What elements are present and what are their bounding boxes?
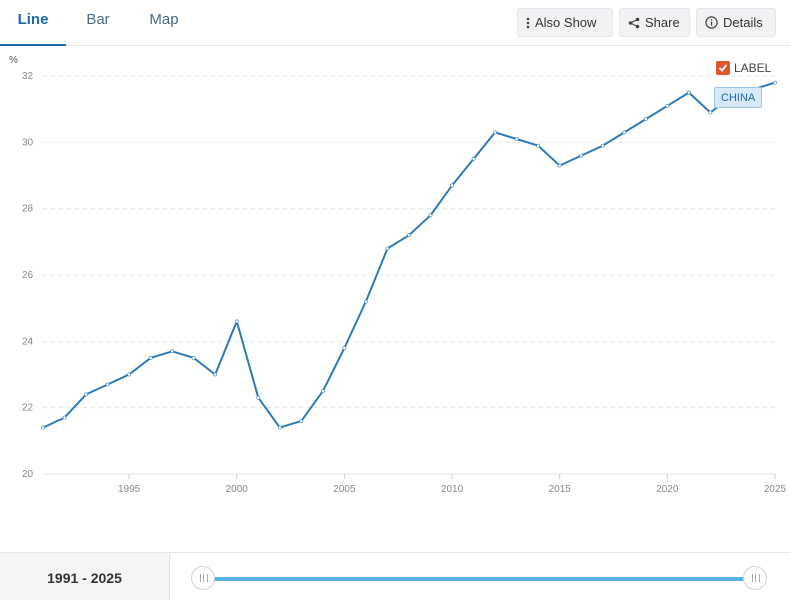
data-point	[600, 143, 605, 148]
data-point	[256, 395, 261, 400]
y-axis-unit: %	[9, 55, 18, 66]
data-point	[622, 130, 627, 135]
data-point	[234, 319, 239, 324]
data-point	[105, 382, 110, 387]
tab-map[interactable]: Map	[149, 11, 179, 28]
y-tick-label: 22	[22, 403, 34, 414]
data-point	[148, 356, 153, 360]
data-point	[579, 153, 584, 158]
data-point	[708, 110, 713, 115]
data-point	[665, 103, 670, 108]
legend-checkbox[interactable]	[716, 60, 730, 75]
x-tick-label: 2025	[764, 484, 787, 495]
x-tick-label: 2020	[656, 484, 679, 495]
legend-label: LABEL	[734, 60, 772, 75]
x-tick-label: 1995	[118, 484, 141, 495]
x-tick-label: 2010	[441, 484, 464, 495]
y-tick-label: 26	[22, 270, 34, 281]
share-label: Share	[645, 15, 680, 30]
details-label: Details	[723, 15, 763, 30]
range-start-handle[interactable]	[191, 566, 215, 590]
share-icon	[628, 17, 640, 28]
data-point	[557, 163, 562, 168]
data-point	[342, 346, 347, 350]
tab-line[interactable]: Line	[0, 0, 66, 46]
data-point	[471, 157, 476, 161]
data-point	[385, 246, 390, 251]
range-slider-track[interactable]	[202, 577, 755, 581]
y-tick-label: 20	[22, 469, 34, 480]
data-point	[407, 233, 411, 238]
also-show-label: Also Show	[535, 15, 597, 30]
data-point	[643, 117, 648, 122]
data-point	[84, 392, 88, 397]
data-point	[428, 213, 433, 218]
legend[interactable]: LABEL	[716, 60, 771, 75]
x-tick-label: 2000	[226, 484, 249, 495]
data-point	[299, 419, 304, 423]
share-button[interactable]: Share	[619, 8, 690, 37]
data-point	[320, 389, 325, 393]
y-tick-label: 32	[22, 71, 34, 82]
info-icon	[705, 16, 718, 29]
data-point	[514, 137, 519, 141]
data-point	[213, 372, 218, 377]
data-point	[364, 299, 368, 304]
data-point	[62, 415, 67, 420]
checkmark-icon	[718, 64, 728, 72]
data-point	[41, 425, 45, 430]
details-button[interactable]: Details	[696, 8, 776, 37]
data-point	[686, 90, 691, 95]
line-chart: 20 22 24 26 28 30 32 1995 2000 2005 2010 2015 2020 20…	[22, 71, 787, 495]
data-point	[450, 183, 454, 188]
data-point	[773, 80, 777, 85]
series-line	[42, 81, 776, 429]
data-point	[493, 130, 498, 135]
x-tick-label: 2015	[549, 484, 572, 495]
y-tick-label: 24	[22, 336, 34, 347]
vertical-dots-icon	[526, 17, 530, 28]
data-point	[191, 356, 196, 360]
data-point	[536, 143, 541, 148]
data-point	[277, 425, 282, 430]
y-tick-label: 28	[22, 204, 34, 215]
y-tick-label: 30	[22, 137, 34, 148]
range-footer: 1991 - 2025	[0, 552, 791, 600]
view-tabs: Line Bar Map Also Show Share Details	[0, 0, 791, 46]
series-callout: CHINA	[714, 87, 763, 108]
data-point	[127, 372, 132, 377]
tab-bar[interactable]: Bar	[86, 11, 110, 28]
data-point	[170, 349, 175, 354]
also-show-button[interactable]: Also Show	[517, 8, 613, 37]
x-tick-label: 2005	[333, 484, 356, 495]
range-label: 1991 - 2025	[0, 553, 170, 600]
range-end-handle[interactable]	[743, 566, 767, 590]
